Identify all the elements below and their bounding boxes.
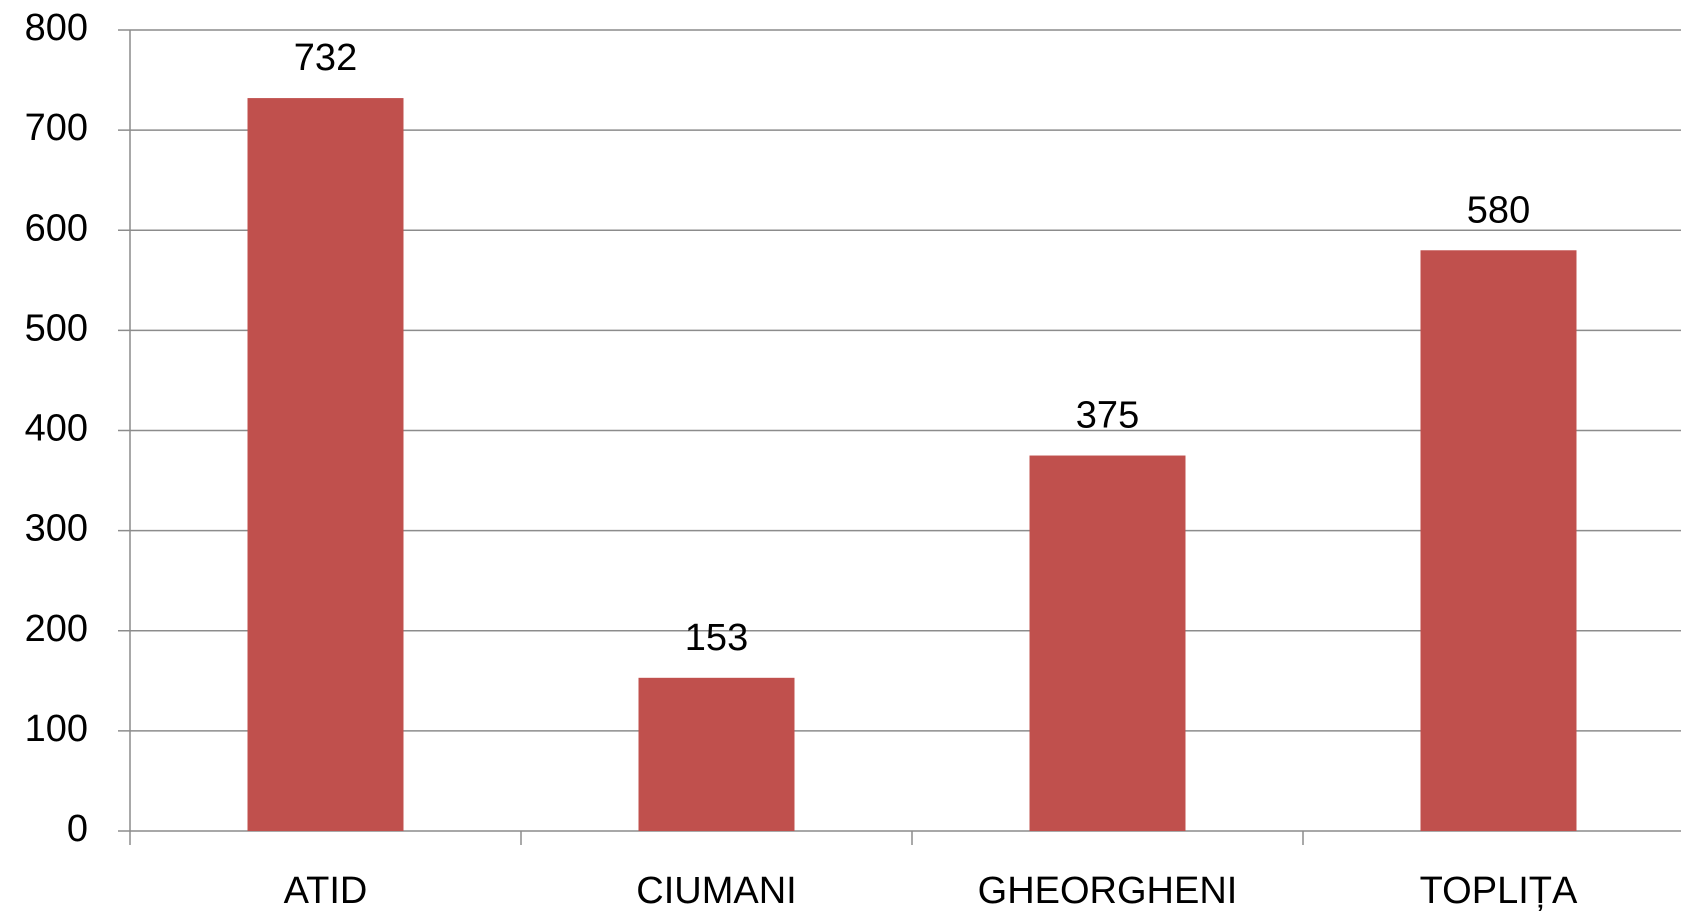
x-tick-label: TOPLIȚA [1420, 870, 1578, 912]
y-tick-label: 600 [25, 207, 88, 249]
y-tick-label: 0 [67, 808, 88, 850]
y-tick-label: 500 [25, 307, 88, 349]
bar [247, 98, 404, 831]
y-tick-label: 100 [25, 708, 88, 750]
x-tick-label: ATID [284, 870, 368, 912]
data-label: 153 [685, 617, 748, 659]
data-label: 732 [294, 37, 357, 79]
x-tick-label: CIUMANI [636, 870, 796, 912]
y-tick-label: 200 [25, 608, 88, 650]
y-tick-label: 400 [25, 408, 88, 450]
x-tick-label: GHEORGHENI [978, 870, 1238, 912]
y-tick-label: 800 [25, 7, 88, 49]
y-tick-label: 300 [25, 508, 88, 550]
bar [1029, 455, 1186, 831]
y-tick-label: 700 [25, 107, 88, 149]
bar [638, 677, 795, 831]
data-label: 580 [1467, 189, 1530, 231]
bar [1420, 250, 1577, 831]
data-label: 375 [1076, 395, 1139, 437]
